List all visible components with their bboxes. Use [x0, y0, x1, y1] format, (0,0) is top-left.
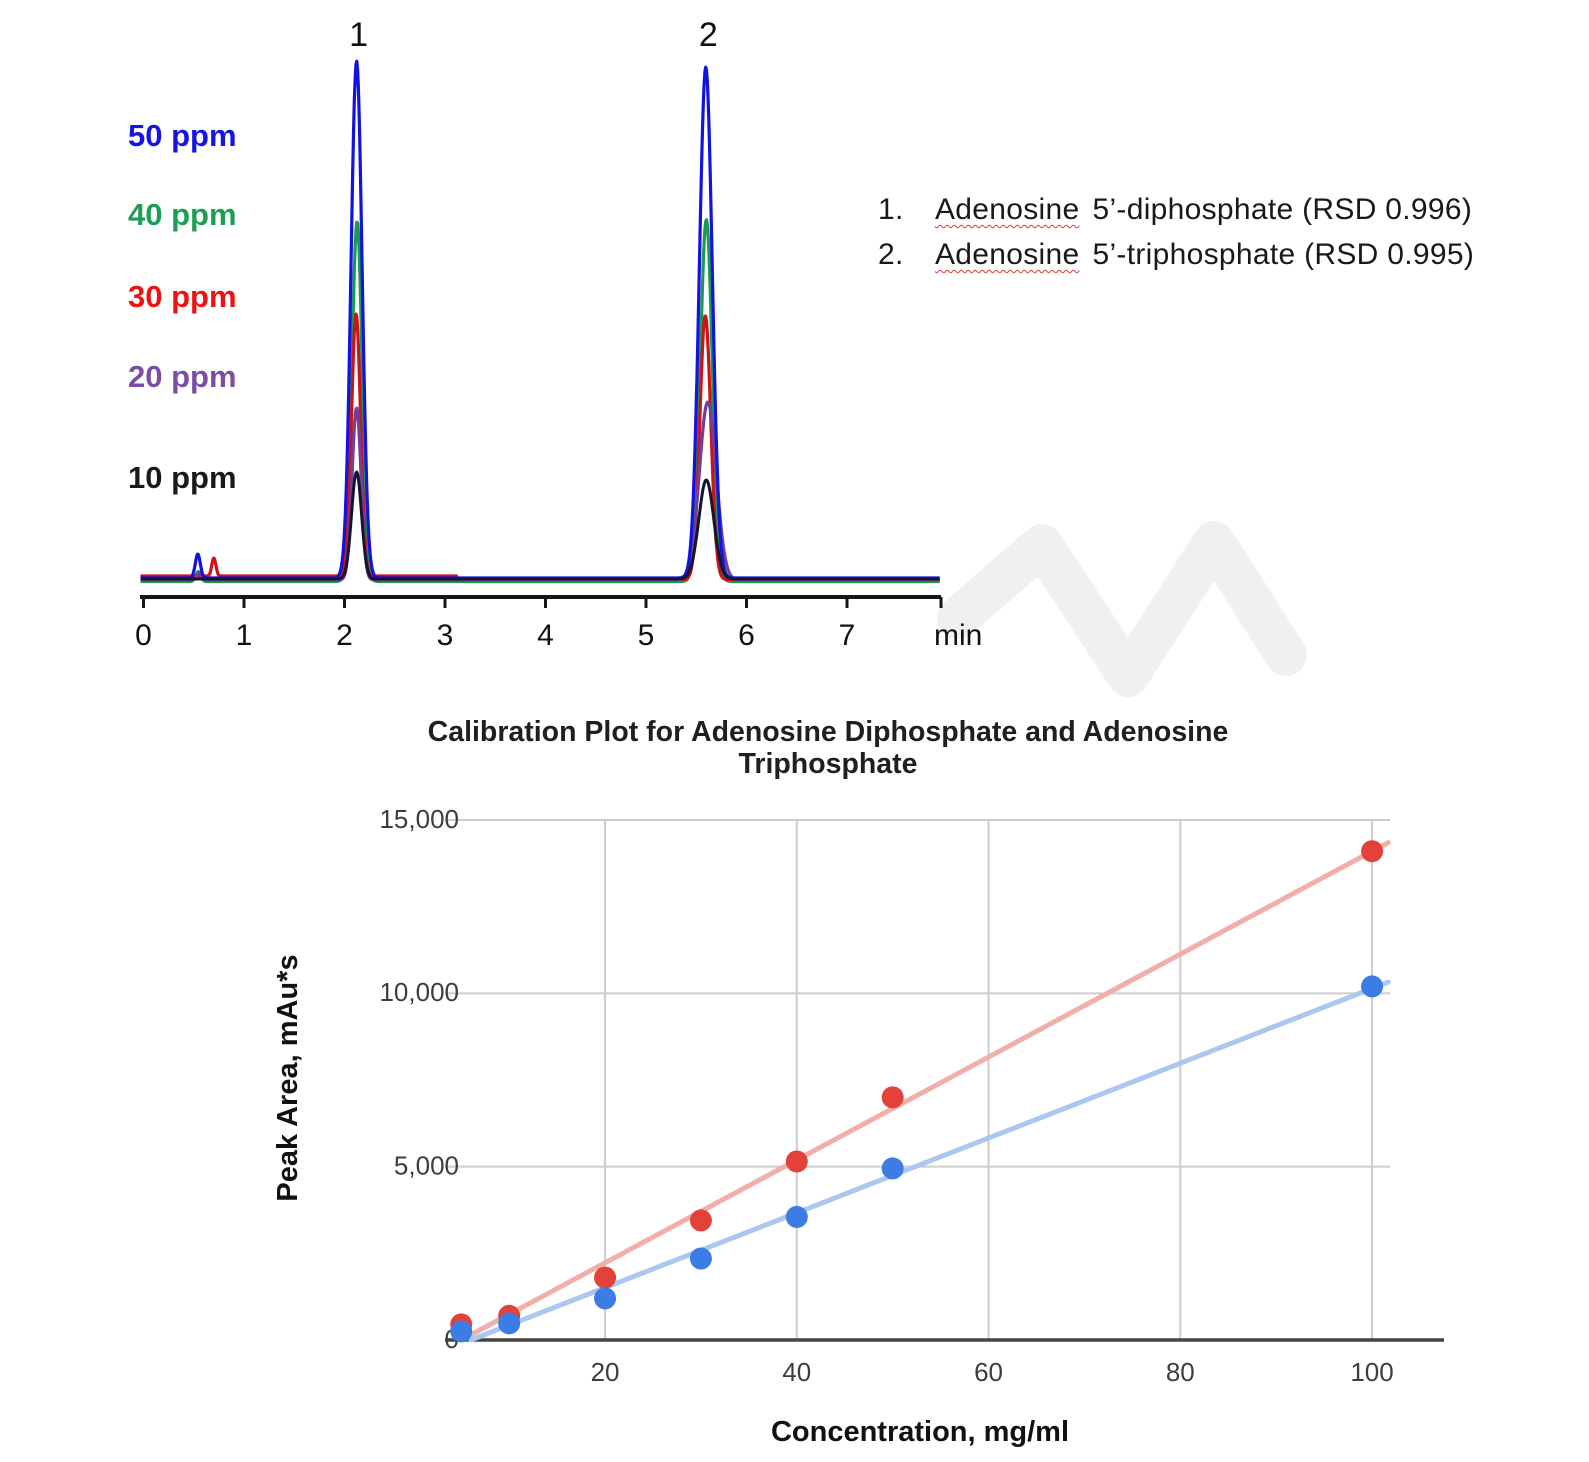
- time-tick-label: 6: [738, 619, 755, 652]
- y-tick-label-5000: 5,000: [394, 1151, 459, 1181]
- data-point-red-x20: [594, 1266, 617, 1289]
- x-axis-title: Concentration, mg/ml: [771, 1416, 1069, 1448]
- x-tick-label-60: 60: [974, 1357, 1003, 1387]
- concentration-labels: 50 ppm 40 ppm 30 ppm 20 ppm 10 ppm: [128, 0, 328, 520]
- x-tick-label-40: 40: [782, 1357, 811, 1387]
- watermark: [937, 521, 1307, 697]
- data-point-blue-x100: [1361, 975, 1384, 998]
- y-tick-label-15000: 15,000: [379, 804, 459, 834]
- trendline-blue: [468, 979, 1391, 1343]
- time-tick-label: 1: [236, 619, 253, 652]
- y-axis-title: Peak Area, mAu*s: [272, 954, 304, 1201]
- legend-item-number: 1.: [878, 193, 904, 226]
- concentration-label-30-ppm: 30 ppm: [128, 279, 237, 314]
- legend-item-2: 2. Adenosine 5’-triphosphate (RSD 0.995): [878, 238, 1538, 272]
- peak-label-1: 1: [349, 16, 368, 54]
- concentration-label-40-ppm: 40 ppm: [128, 197, 237, 232]
- time-tick-label: 3: [437, 619, 454, 652]
- time-tick-label: 7: [839, 619, 856, 652]
- calibration-title-line1: Calibration Plot for Adenosine Diphospha…: [428, 716, 1229, 748]
- legend-item-number: 2.: [878, 238, 904, 271]
- data-point-blue-x30: [689, 1247, 712, 1270]
- y-tick-label-10000: 10,000: [379, 977, 459, 1007]
- peak-label-2: 2: [699, 16, 718, 54]
- calibration-title-line2: Triphosphate: [739, 748, 918, 780]
- data-point-red-x40: [785, 1150, 808, 1173]
- x-tick-label-20: 20: [591, 1357, 620, 1387]
- legend-item-1: 1. Adenosine 5’-diphosphate (RSD 0.996): [878, 193, 1538, 227]
- data-point-blue-x5: [450, 1320, 473, 1343]
- data-point-red-x100: [1361, 840, 1384, 863]
- concentration-label-50-ppm: 50 ppm: [128, 118, 237, 153]
- legend-compound-detail: 5’-triphosphate (RSD 0.995): [1092, 238, 1475, 271]
- time-tick-label: 4: [537, 619, 554, 652]
- time-axis-unit-label: min: [934, 619, 982, 652]
- x-tick-label-80: 80: [1166, 1357, 1195, 1387]
- data-point-red-x30: [689, 1209, 712, 1232]
- data-point-blue-x10: [498, 1312, 521, 1335]
- data-point-red-x50: [881, 1086, 904, 1109]
- time-tick-label: 5: [638, 619, 655, 652]
- data-point-blue-x40: [785, 1205, 808, 1228]
- concentration-label-20-ppm: 20 ppm: [128, 359, 237, 394]
- legend-compound-name: Adenosine: [935, 193, 1080, 226]
- concentration-label-10-ppm: 10 ppm: [128, 460, 237, 495]
- legend-compound-detail: 5’-diphosphate (RSD 0.996): [1092, 193, 1473, 226]
- legend-compound-name: Adenosine: [935, 238, 1080, 271]
- trace-10-ppm: [139, 470, 941, 581]
- x-tick-label-100: 100: [1350, 1357, 1393, 1387]
- data-point-blue-x50: [881, 1157, 904, 1180]
- time-tick-label: 2: [336, 619, 353, 652]
- data-point-blue-x20: [594, 1287, 617, 1310]
- trendline-red: [458, 840, 1391, 1343]
- peak-legend: 1. Adenosine 5’-diphosphate (RSD 0.996) 2. A…: [878, 193, 1538, 283]
- time-tick-label: 0: [135, 619, 152, 652]
